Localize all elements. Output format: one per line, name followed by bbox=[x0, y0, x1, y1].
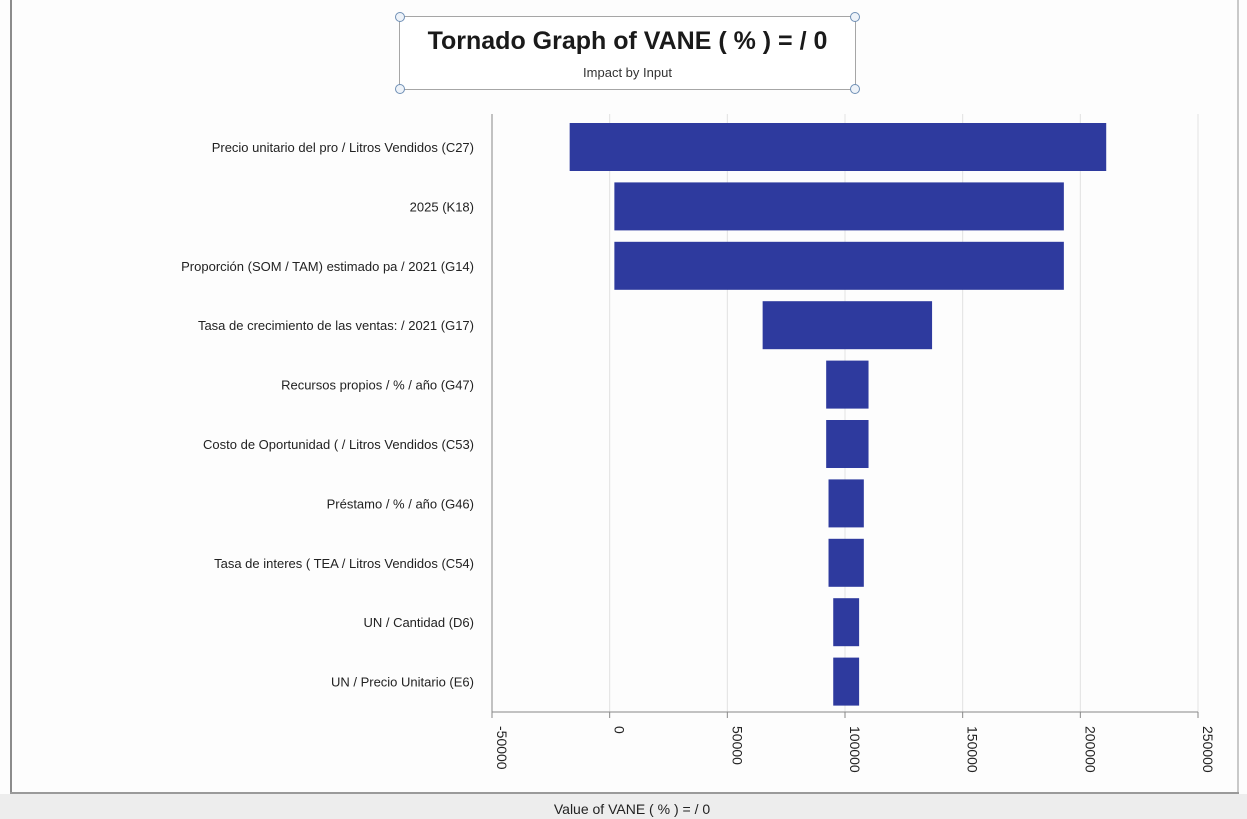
x-tick-label: 0 bbox=[612, 726, 628, 734]
frame-left-border bbox=[10, 0, 12, 792]
x-axis-title: Value of VANE ( % ) = / 0 bbox=[554, 801, 710, 817]
resize-handle-bottom-left[interactable] bbox=[395, 84, 405, 94]
tornado-bar bbox=[826, 420, 869, 468]
x-tick-label: -50000 bbox=[494, 726, 510, 770]
tornado-bar bbox=[614, 182, 1064, 231]
tornado-bar bbox=[762, 301, 933, 350]
x-tick-label: 100000 bbox=[847, 726, 863, 773]
category-label: 2025 (K18) bbox=[410, 199, 474, 214]
x-tick-label: 250000 bbox=[1200, 726, 1216, 773]
tornado-bar bbox=[826, 360, 869, 409]
resize-handle-top-right[interactable] bbox=[850, 12, 860, 22]
chart-title-box[interactable]: Tornado Graph of VANE ( % ) = / 0 Impact… bbox=[399, 16, 856, 90]
x-tick-label: 150000 bbox=[965, 726, 981, 773]
resize-handle-top-left[interactable] bbox=[395, 12, 405, 22]
frame-right-border bbox=[1237, 0, 1239, 800]
category-label: Tasa de crecimiento de las ventas: / 202… bbox=[198, 318, 474, 333]
resize-handle-bottom-right[interactable] bbox=[850, 84, 860, 94]
chart-subtitle: Impact by Input bbox=[583, 65, 672, 80]
category-label: Préstamo / % / año (G46) bbox=[327, 496, 474, 511]
frame-bottom-border bbox=[10, 792, 1239, 794]
tornado-bar bbox=[614, 241, 1064, 290]
chart-title: Tornado Graph of VANE ( % ) = / 0 bbox=[427, 27, 828, 55]
tornado-bar bbox=[833, 598, 860, 647]
category-label: Recursos propios / % / año (G47) bbox=[281, 378, 474, 393]
x-tick-label: 50000 bbox=[729, 726, 745, 765]
tornado-bar bbox=[569, 123, 1107, 171]
category-label: UN / Precio Unitario (E6) bbox=[331, 675, 474, 690]
category-label: Proporción (SOM / TAM) estimado pa / 202… bbox=[181, 259, 474, 274]
category-label: Tasa de interes ( TEA / Litros Vendidos … bbox=[214, 556, 474, 571]
x-tick-label: 200000 bbox=[1082, 726, 1098, 773]
category-label: Precio unitario del pro / Litros Vendido… bbox=[212, 140, 474, 155]
tornado-bar bbox=[833, 657, 860, 706]
category-label: UN / Cantidad (D6) bbox=[363, 615, 474, 630]
bottom-strip bbox=[0, 794, 1247, 819]
tornado-bar bbox=[828, 538, 864, 587]
category-label: Costo de Oportunidad ( / Litros Vendidos… bbox=[203, 437, 474, 452]
tornado-bar bbox=[828, 479, 864, 528]
